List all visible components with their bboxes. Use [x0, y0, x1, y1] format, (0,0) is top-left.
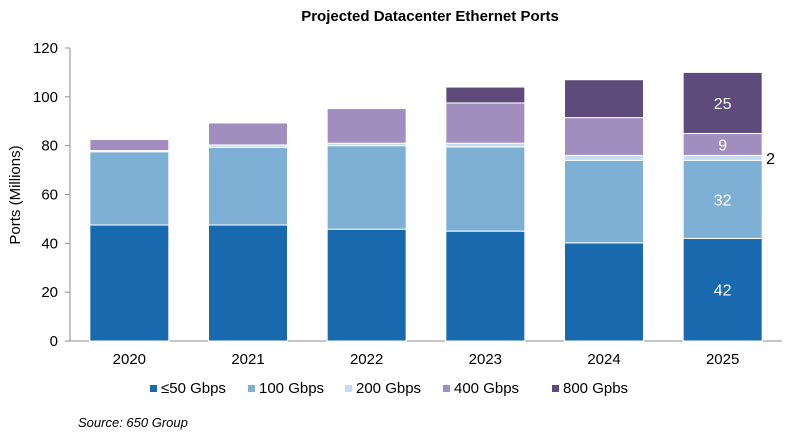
legend-label: 200 Gbps	[356, 380, 421, 397]
bar-segment	[208, 224, 288, 342]
y-tick-label: 100	[33, 89, 58, 106]
bar-segment	[89, 224, 170, 342]
bar-segment	[564, 117, 644, 156]
bar-segment	[326, 108, 407, 144]
y-tick-label: 40	[41, 235, 58, 252]
x-tick-label: 2021	[231, 351, 264, 368]
y-axis: 0 20 40 60 80 100 120	[33, 40, 71, 350]
data-label: 9	[718, 137, 727, 154]
source-note: Source: 650 Group	[78, 415, 188, 430]
bars	[89, 71, 763, 342]
bar-segment	[445, 102, 526, 144]
bar-segment	[89, 151, 170, 226]
legend-swatch	[443, 385, 450, 392]
bar-segment	[326, 145, 407, 230]
bar-segment	[564, 79, 644, 119]
data-labels: 42 32 2 9 25	[714, 96, 775, 300]
x-axis: 2020 2021 2022 2023 2024 2025	[70, 340, 782, 368]
legend-label: 100 Gbps	[259, 380, 324, 397]
bar-segment	[682, 154, 763, 161]
bar-segment	[564, 154, 644, 161]
bar-segment	[682, 237, 763, 342]
x-tick-label: 2020	[113, 351, 146, 368]
x-tick-label: 2024	[587, 351, 620, 368]
legend-label: ≤50 Gbps	[161, 380, 226, 397]
bar-segment	[682, 71, 763, 134]
y-tick-label: 20	[41, 284, 58, 301]
data-label: 2	[766, 151, 775, 168]
x-tick-label: 2023	[469, 351, 502, 368]
bar-segment	[326, 228, 407, 342]
x-tick-label: 2022	[350, 351, 383, 368]
bar-segment	[208, 146, 288, 226]
bar-segment	[564, 242, 644, 342]
y-tick-label: 0	[50, 333, 58, 350]
chart-title: Projected Datacenter Ethernet Ports	[301, 8, 559, 25]
data-label: 25	[714, 96, 732, 113]
bar-segment	[445, 142, 526, 148]
bar-segment	[445, 146, 526, 232]
legend-swatch	[552, 385, 559, 392]
bar-segment	[564, 159, 644, 244]
y-tick-label: 60	[41, 187, 58, 204]
legend-swatch	[150, 385, 157, 392]
legend-label: 800 Gpbs	[563, 380, 628, 397]
data-label: 32	[714, 192, 732, 209]
bar-segment	[445, 230, 526, 342]
x-tick-label: 2025	[706, 351, 739, 368]
legend-label: 400 Gbps	[454, 380, 519, 397]
bar-segment	[445, 86, 526, 104]
legend-swatch	[248, 385, 255, 392]
bar-segment	[682, 159, 763, 239]
y-tick-label: 80	[41, 138, 58, 155]
bar-segment	[208, 122, 288, 146]
bar-segment	[89, 139, 170, 152]
data-label: 42	[714, 283, 732, 300]
y-axis-label: Ports (Millions)	[7, 145, 24, 244]
legend: ≤50 Gbps 100 Gbps 200 Gbps 400 Gbps 800 Gpbs	[150, 380, 628, 397]
legend-swatch	[345, 385, 352, 392]
y-tick-label: 120	[33, 40, 58, 57]
